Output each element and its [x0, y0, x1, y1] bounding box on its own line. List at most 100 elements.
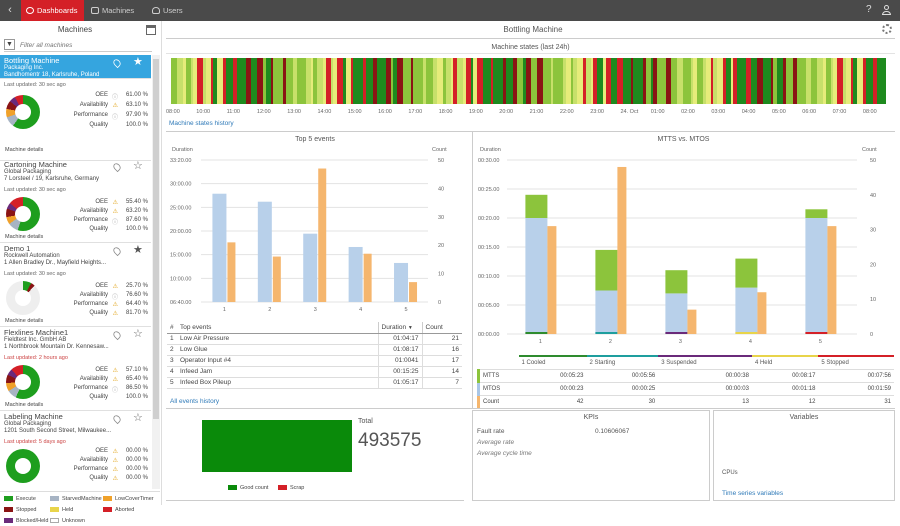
- scrollbar-thumb[interactable]: [153, 59, 159, 419]
- back-icon[interactable]: ‹: [8, 4, 12, 16]
- stat-performance: Performance ⓘ 97.90 %: [73, 112, 148, 121]
- state-segment: [631, 58, 633, 104]
- y-tick-label: 25:00.00: [170, 205, 191, 211]
- location-pin-icon[interactable]: [111, 329, 123, 341]
- machine-address: 1 Northbrook Mountain Dr. Kennesaw...: [4, 344, 109, 350]
- state-segment: [537, 58, 543, 104]
- all-events-history-link[interactable]: All events history: [170, 398, 220, 405]
- machine-item-bottling[interactable]: Bottling Machine Packaging Inc. Bandhome…: [0, 55, 151, 79]
- time-series-variables-link[interactable]: Time series variables: [722, 490, 784, 497]
- col-header[interactable]: Count: [422, 322, 462, 334]
- state-segment: [703, 58, 706, 104]
- y-tick-label: 33:20.00: [170, 158, 191, 164]
- machine-details-link[interactable]: Machine details: [5, 234, 44, 240]
- machine-details-link[interactable]: Machine details: [5, 318, 44, 324]
- state-segment: [623, 58, 626, 104]
- state-segment: [857, 58, 863, 104]
- state-segment: [206, 58, 211, 104]
- machine-states-timeline[interactable]: [171, 58, 886, 104]
- divider: [166, 38, 895, 39]
- machine-address: Bandhomentr 18, Karlsruhe, Poland: [4, 72, 100, 78]
- machine-details-link[interactable]: Machine details: [5, 147, 44, 153]
- total-value: 493575: [358, 430, 422, 451]
- state-segment: [453, 58, 457, 104]
- axis-label-duration: Duration: [480, 147, 501, 153]
- state-segment: [403, 58, 406, 104]
- oee-donut-chart: [6, 449, 40, 483]
- last-updated: Last updated: 30 sec ago: [4, 271, 66, 277]
- machines-sidebar: Machines ▼ Bottling Machine Packaging In…: [0, 21, 162, 524]
- legend-swatch: [50, 507, 59, 513]
- variable-item[interactable]: CPUs: [722, 470, 738, 476]
- sidebar-scrollbar[interactable]: [152, 55, 160, 489]
- state-segment: [457, 58, 463, 104]
- star-outline-icon[interactable]: ☆: [133, 412, 143, 424]
- state-segment: [223, 58, 226, 104]
- filter-bar: ▼: [4, 39, 152, 52]
- legend-swatch: [50, 496, 59, 502]
- mtts-table: 1 Cooled 2 Starting 3 Suspended 4 Held 5…: [477, 355, 894, 409]
- location-pin-icon[interactable]: [111, 413, 123, 425]
- filter-icon[interactable]: ▼: [4, 39, 15, 50]
- last-updated: Last updated: 5 days ago: [4, 439, 66, 445]
- y2-tick-label: 30: [870, 228, 876, 234]
- state-segment: [253, 58, 257, 104]
- stat-oee: OEE ⚠ 57.10 %: [95, 367, 148, 374]
- state-segment: [393, 58, 397, 104]
- star-filled-icon[interactable]: ★: [133, 56, 143, 68]
- user-icon[interactable]: [882, 5, 891, 16]
- state-segment: [506, 58, 511, 104]
- state-segment: [426, 58, 431, 104]
- machine-item-cartoning[interactable]: Cartoning Machine Global Packaging 7 Lor…: [0, 159, 151, 243]
- time-tick-label: 03:00: [711, 109, 726, 115]
- time-tick-label: 17:00: [408, 109, 423, 115]
- state-segment: [746, 58, 751, 104]
- tab-dashboards[interactable]: Dashboards: [21, 0, 84, 21]
- star-filled-icon[interactable]: ★: [133, 244, 143, 256]
- state-segment: [551, 58, 553, 104]
- state-segment: [733, 58, 737, 104]
- y-tick-label: 15:00.00: [170, 253, 191, 259]
- state-segment: [773, 58, 777, 104]
- state-segment: [331, 58, 333, 104]
- state-segment: [226, 58, 231, 104]
- gear-icon[interactable]: [882, 24, 892, 34]
- axis-label-count: Count: [862, 147, 877, 153]
- machine-address: 7 Lorsteel / 19, Karlsruhe, Germany: [4, 176, 100, 182]
- state-segment: [851, 58, 853, 104]
- state-segment: [573, 58, 577, 104]
- time-tick-label: 18:00: [438, 109, 453, 115]
- filter-input[interactable]: [20, 40, 148, 50]
- col-header[interactable]: Top events: [177, 322, 379, 334]
- tree-view-icon[interactable]: [146, 25, 156, 35]
- tab-users[interactable]: Users: [147, 0, 197, 21]
- duration-bar: [212, 193, 227, 302]
- help-icon[interactable]: ?: [866, 4, 872, 15]
- stat-oee: OEE ⚠ 55.40 %: [95, 199, 148, 206]
- state-segment: [731, 58, 733, 104]
- machine-details-link[interactable]: Machine details: [5, 402, 44, 408]
- star-outline-icon[interactable]: ☆: [133, 160, 143, 172]
- info-icon: ⓘ: [111, 388, 118, 394]
- state-segment: [617, 58, 623, 104]
- state-segment: [266, 58, 271, 104]
- col-header-duration[interactable]: Duration ▼: [378, 322, 423, 334]
- kpi-average-cycle-time: Average cycle time: [477, 450, 532, 457]
- machine-item-demo1[interactable]: Demo 1 Rockwell Automation 1 Allen Bradl…: [0, 243, 151, 327]
- state-segment: [483, 58, 486, 104]
- location-pin-icon[interactable]: [111, 57, 123, 69]
- kpis-panel: [472, 410, 710, 501]
- machine-states-history-link[interactable]: Machine states history: [169, 120, 234, 127]
- tab-machines[interactable]: Machines: [86, 0, 146, 21]
- state-segment: [263, 58, 266, 104]
- location-pin-icon[interactable]: [111, 161, 123, 173]
- state-segment: [611, 58, 613, 104]
- location-pin-icon[interactable]: [111, 245, 123, 257]
- machine-item-flexlines[interactable]: Flexlines Machine1 Fieldtest Inc. GmbH A…: [0, 327, 151, 411]
- star-outline-icon[interactable]: ☆: [133, 328, 143, 340]
- state-segment: [326, 58, 331, 104]
- machine-item-labeling[interactable]: Labeling Machine Global Packaging 1201 S…: [0, 411, 151, 489]
- state-segment: [751, 58, 753, 104]
- y-tick-label: 00:20.00: [478, 216, 499, 222]
- top-events-table: # Top events Duration ▼ Count 1 Low Air P…: [167, 322, 462, 389]
